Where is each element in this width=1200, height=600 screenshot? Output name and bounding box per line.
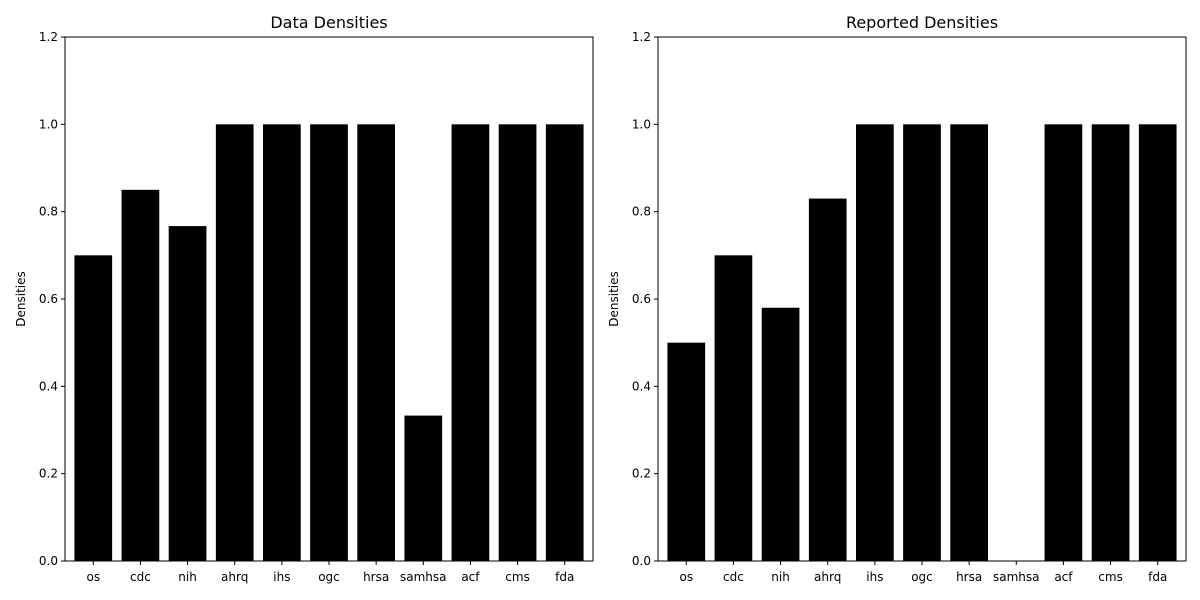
chart-reported-densities: 0.0 0.2 0.4 0.6 0.8 1.0 1.2 os cdc nih ahrq ihs ogc h…	[607, 13, 1187, 584]
y-tick-label: 0.4	[39, 379, 58, 393]
bar-nih	[168, 226, 207, 561]
x-tick-label: hrsa	[363, 570, 389, 584]
bar-ahrq	[215, 124, 254, 561]
bar-fda	[1138, 124, 1177, 561]
y-tick-label: 1.0	[39, 117, 58, 131]
x-tick-label: ahrq	[221, 570, 248, 584]
x-tick-label: ogc	[318, 570, 340, 584]
y-tick-label: 0.8	[632, 205, 651, 219]
x-tick-label: ihs	[273, 570, 290, 584]
y-tick-label: 1.2	[39, 30, 58, 44]
x-tick-label: os	[86, 570, 100, 584]
y-tick-label: 1.0	[632, 117, 651, 131]
bar-cdc	[121, 189, 160, 561]
bar-nih	[761, 307, 800, 561]
x-tick-label: nih	[178, 570, 197, 584]
x-tick-label: fda	[1148, 570, 1167, 584]
x-tick-label: cdc	[723, 570, 744, 584]
x-tick-label: samhsa	[993, 570, 1040, 584]
bar-ahrq	[808, 198, 847, 561]
x-tick-label: cms	[1098, 570, 1123, 584]
x-tick-label: nih	[771, 570, 790, 584]
chart-title: Data Densities	[270, 13, 387, 32]
y-tick-label: 0.0	[632, 554, 651, 568]
y-tick-label: 0.6	[632, 292, 651, 306]
y-tick-label: 0.2	[632, 467, 651, 481]
bar-cms	[498, 124, 537, 561]
bar-ihs	[856, 124, 894, 561]
y-tick-label: 0.0	[39, 554, 58, 568]
x-tick-label: ihs	[866, 570, 883, 584]
x-tick-label: ahrq	[814, 570, 841, 584]
bar-acf	[451, 124, 490, 561]
bar-ogc	[903, 124, 941, 561]
x-tick-label: os	[679, 570, 693, 584]
bar-cdc	[714, 255, 753, 561]
x-tick-label: acf	[461, 570, 480, 584]
bar-hrsa	[357, 124, 395, 561]
chart-data-densities: 0.0 0.2 0.4 0.6 0.8 1.0 1.2 os cdc nih ahrq ihs ogc h…	[14, 13, 594, 584]
x-tick-label: hrsa	[956, 570, 982, 584]
y-axis-label: Densities	[607, 271, 621, 327]
y-tick-label: 1.2	[632, 30, 651, 44]
y-tick-label: 0.8	[39, 205, 58, 219]
bar-os	[667, 342, 706, 561]
x-tick-label: cms	[505, 570, 530, 584]
x-tick-label: samhsa	[400, 570, 447, 584]
chart-title: Reported Densities	[846, 13, 998, 32]
y-tick-label: 0.2	[39, 467, 58, 481]
bar-samhsa	[404, 415, 443, 561]
bar-hrsa	[950, 124, 988, 561]
bar-os	[74, 255, 113, 561]
bar-ogc	[310, 124, 348, 561]
bar-cms	[1091, 124, 1130, 561]
bar-acf	[1044, 124, 1083, 561]
x-tick-label: acf	[1054, 570, 1073, 584]
y-tick-label: 0.6	[39, 292, 58, 306]
bar-ihs	[263, 124, 301, 561]
y-axis-label: Densities	[14, 271, 28, 327]
y-tick-label: 0.4	[632, 379, 651, 393]
bar-fda	[545, 124, 584, 561]
x-tick-label: cdc	[130, 570, 151, 584]
x-tick-label: ogc	[911, 570, 933, 584]
x-tick-label: fda	[555, 570, 574, 584]
